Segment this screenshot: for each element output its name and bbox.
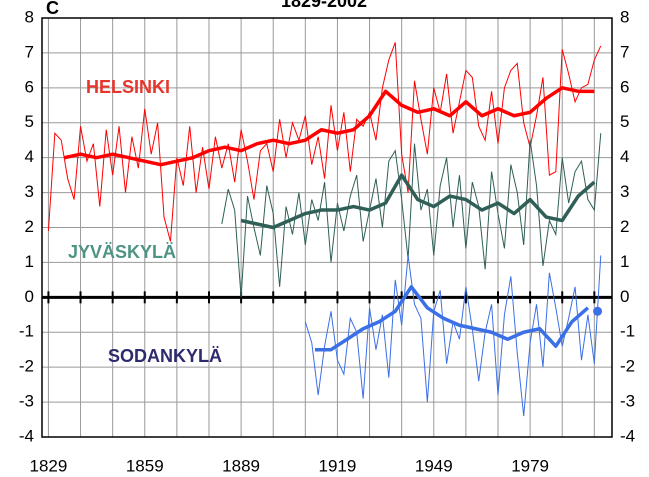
y-tick-label: 4 xyxy=(25,147,34,166)
y2-tick-label: -1 xyxy=(620,322,635,341)
y-tick-label: 1 xyxy=(25,252,34,271)
series-label: SODANKYLÄ xyxy=(108,346,222,366)
annual-line xyxy=(47,42,602,242)
smooth-line xyxy=(240,173,596,230)
y2-tick-label: 6 xyxy=(620,77,629,96)
y-tick-label: 3 xyxy=(25,182,34,201)
smooth-line xyxy=(314,285,590,352)
x-tick-label: 1979 xyxy=(511,456,549,475)
y-tick-label: -1 xyxy=(19,322,34,341)
y2-tick-label: 8 xyxy=(620,7,629,26)
y2-tick-label: 7 xyxy=(620,42,629,61)
y2-tick-label: -4 xyxy=(620,426,635,445)
y-tick-label: -3 xyxy=(19,392,34,411)
chart-title: 1829-2002 xyxy=(281,0,367,11)
y-tick-label: -4 xyxy=(19,426,34,445)
y-tick-label: -2 xyxy=(19,357,34,376)
y2-tick-label: -3 xyxy=(620,392,635,411)
y2-tick-label: 3 xyxy=(620,182,629,201)
smooth-line xyxy=(64,86,595,167)
x-tick-label: 1859 xyxy=(126,456,164,475)
y2-tick-label: 2 xyxy=(620,217,629,236)
y2-tick-label: 4 xyxy=(620,147,629,166)
x-tick-label: 1889 xyxy=(222,456,260,475)
x-tick-label: 1949 xyxy=(415,456,453,475)
series-label: JYVÄSKYLÄ xyxy=(68,242,176,262)
y-unit: C xyxy=(46,0,59,18)
annual-line xyxy=(221,133,602,298)
y2-tick-label: -2 xyxy=(620,357,635,376)
y-tick-label: 6 xyxy=(25,77,34,96)
y2-tick-label: 5 xyxy=(620,112,629,131)
y2-tick-label: 0 xyxy=(620,287,629,306)
y2-tick-label: 1 xyxy=(620,252,629,271)
x-tick-label: 1919 xyxy=(319,456,357,475)
plot-frame xyxy=(41,17,613,438)
y-tick-label: 0 xyxy=(25,287,34,306)
x-tick-label: 1829 xyxy=(30,456,68,475)
y-tick-label: 2 xyxy=(25,217,34,236)
series-label: HELSINKI xyxy=(86,77,170,97)
y-tick-label: 7 xyxy=(25,42,34,61)
end-marker xyxy=(593,306,603,316)
y-tick-label: 5 xyxy=(25,112,34,131)
y-tick-label: 8 xyxy=(25,7,34,26)
